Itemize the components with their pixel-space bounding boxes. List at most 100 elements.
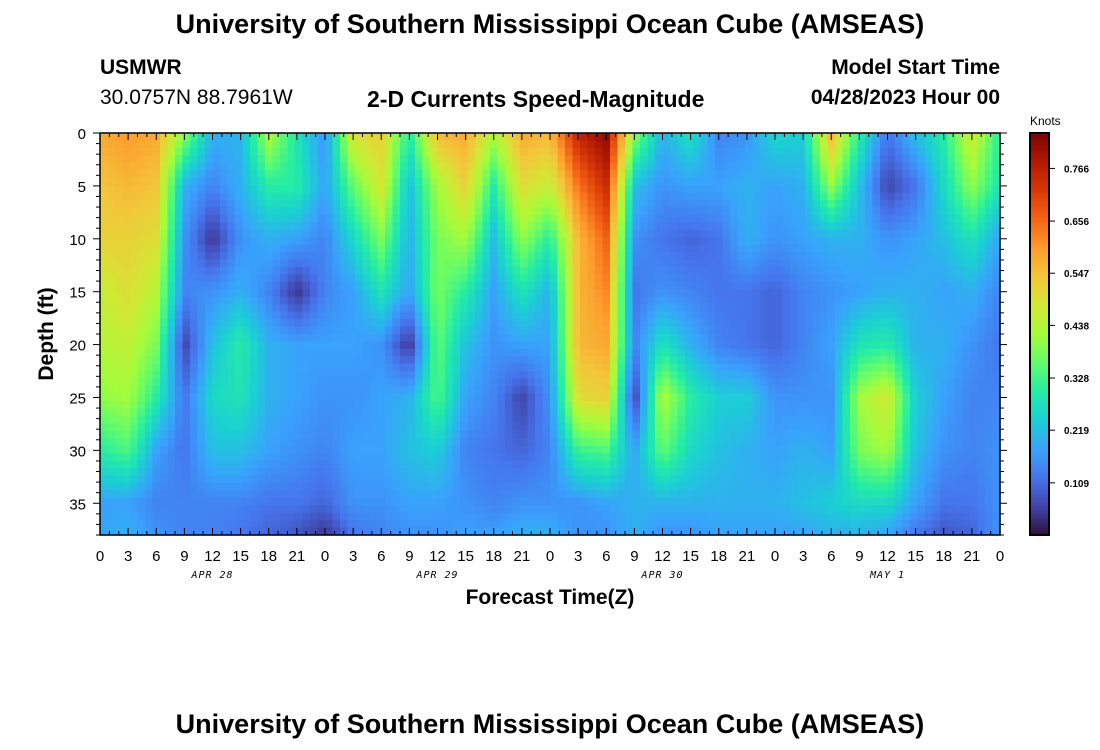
heatmap-cell bbox=[227, 430, 236, 439]
heatmap-cell bbox=[122, 177, 131, 186]
heatmap-cell bbox=[655, 177, 664, 186]
heatmap-cell bbox=[782, 378, 791, 387]
heatmap-cell bbox=[370, 319, 379, 328]
heatmap-cell bbox=[467, 430, 476, 439]
heatmap-cell bbox=[707, 378, 716, 387]
heatmap-cell bbox=[527, 237, 536, 246]
heatmap-cell bbox=[362, 214, 371, 223]
heatmap-cell bbox=[197, 304, 206, 313]
heatmap-cell bbox=[130, 229, 139, 238]
heatmap-cell bbox=[482, 244, 491, 253]
heatmap-cell bbox=[205, 490, 214, 499]
heatmap-cell bbox=[437, 192, 446, 201]
heatmap-cell bbox=[775, 237, 784, 246]
heatmap-cell bbox=[685, 423, 694, 432]
heatmap-cell bbox=[565, 267, 574, 276]
heatmap-cell bbox=[512, 192, 521, 201]
heatmap-cell bbox=[355, 482, 364, 491]
heatmap-cell bbox=[317, 170, 326, 179]
heatmap-cell bbox=[760, 363, 769, 372]
heatmap-cell bbox=[707, 304, 716, 313]
heatmap-cell bbox=[437, 520, 446, 529]
heatmap-cell bbox=[602, 200, 611, 209]
heatmap-cell bbox=[122, 229, 131, 238]
heatmap-cell bbox=[505, 200, 514, 209]
heatmap-cell bbox=[737, 237, 746, 246]
heatmap-cell bbox=[617, 162, 626, 171]
heatmap-cell bbox=[332, 185, 341, 194]
heatmap-cell bbox=[340, 520, 349, 529]
heatmap-cell bbox=[677, 423, 686, 432]
heatmap-cell bbox=[107, 200, 116, 209]
heatmap-cell bbox=[452, 207, 461, 216]
heatmap-cell bbox=[610, 133, 619, 142]
heatmap-cell bbox=[437, 289, 446, 298]
heatmap-cell bbox=[767, 460, 776, 469]
heatmap-cell bbox=[767, 445, 776, 454]
heatmap-cell bbox=[482, 520, 491, 529]
heatmap-cell bbox=[550, 408, 559, 417]
heatmap-cell bbox=[265, 475, 274, 484]
heatmap-cell bbox=[617, 170, 626, 179]
heatmap-cell bbox=[745, 214, 754, 223]
heatmap-cell bbox=[700, 497, 709, 506]
heatmap-cell bbox=[370, 490, 379, 499]
heatmap-cell bbox=[565, 304, 574, 313]
heatmap-cell bbox=[580, 319, 589, 328]
heatmap-cell bbox=[752, 348, 761, 357]
heatmap-cell bbox=[550, 185, 559, 194]
heatmap-cell bbox=[602, 155, 611, 164]
heatmap-cell bbox=[565, 453, 574, 462]
heatmap-cell bbox=[782, 482, 791, 491]
heatmap-cell bbox=[700, 311, 709, 320]
heatmap-cell bbox=[730, 393, 739, 402]
heatmap-cell bbox=[392, 408, 401, 417]
heatmap-cell bbox=[527, 162, 536, 171]
heatmap-cell bbox=[595, 475, 604, 484]
heatmap-cell bbox=[700, 468, 709, 477]
heatmap-cell bbox=[745, 505, 754, 514]
heatmap-cell bbox=[745, 393, 754, 402]
heatmap-cell bbox=[775, 185, 784, 194]
heatmap-cell bbox=[550, 415, 559, 424]
heatmap-cell bbox=[400, 162, 409, 171]
heatmap-cell bbox=[745, 177, 754, 186]
heatmap-cell bbox=[145, 274, 154, 283]
heatmap-cell bbox=[557, 177, 566, 186]
heatmap-cell bbox=[572, 475, 581, 484]
heatmap-cell bbox=[685, 133, 694, 142]
heatmap-cell bbox=[152, 341, 161, 350]
heatmap-cell bbox=[430, 371, 439, 380]
heatmap-cell bbox=[362, 453, 371, 462]
heatmap-cell bbox=[640, 512, 649, 521]
heatmap-cell bbox=[362, 482, 371, 491]
heatmap-cell bbox=[332, 386, 341, 395]
heatmap-cell bbox=[377, 520, 386, 529]
heatmap-cell bbox=[475, 408, 484, 417]
heatmap-cell bbox=[565, 170, 574, 179]
heatmap-cell bbox=[497, 408, 506, 417]
heatmap-cell bbox=[197, 147, 206, 156]
heatmap-cell bbox=[122, 371, 131, 380]
heatmap-cell bbox=[565, 393, 574, 402]
heatmap-cell bbox=[377, 304, 386, 313]
heatmap-cell bbox=[467, 460, 476, 469]
heatmap-cell bbox=[280, 281, 289, 290]
heatmap-cell bbox=[775, 267, 784, 276]
heatmap-cell bbox=[617, 281, 626, 290]
heatmap-cell bbox=[737, 415, 746, 424]
heatmap-cell bbox=[430, 490, 439, 499]
heatmap-cell bbox=[767, 453, 776, 462]
heatmap-cell bbox=[707, 423, 716, 432]
heatmap-cell bbox=[137, 200, 146, 209]
heatmap-cell bbox=[730, 348, 739, 357]
heatmap-cell bbox=[490, 415, 499, 424]
heatmap-cell bbox=[497, 155, 506, 164]
heatmap-cell bbox=[182, 363, 191, 372]
heatmap-cell bbox=[355, 468, 364, 477]
heatmap-cell bbox=[745, 490, 754, 499]
heatmap-cell bbox=[475, 192, 484, 201]
heatmap-cell bbox=[617, 177, 626, 186]
heatmap-cell bbox=[505, 326, 514, 335]
heatmap-cell bbox=[745, 200, 754, 209]
